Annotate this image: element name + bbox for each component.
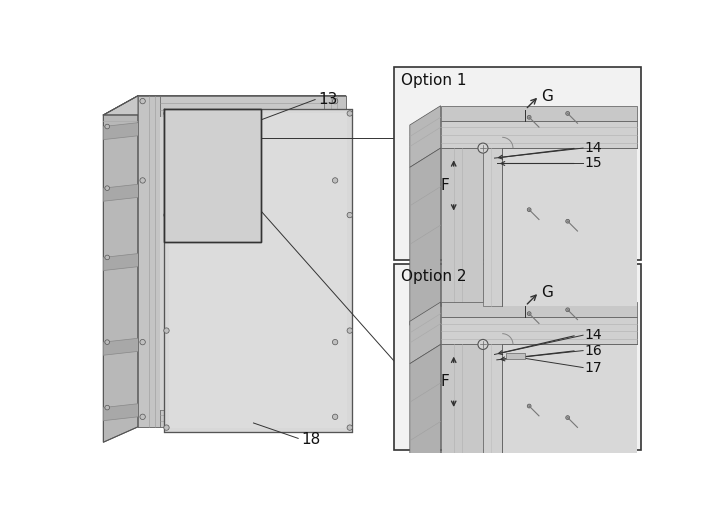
Text: 14: 14	[585, 328, 602, 342]
Text: F: F	[440, 374, 449, 389]
Circle shape	[566, 308, 570, 312]
Polygon shape	[483, 148, 503, 306]
Polygon shape	[104, 184, 138, 201]
Polygon shape	[410, 302, 441, 364]
Bar	[395, 264, 641, 450]
Polygon shape	[503, 345, 637, 496]
Circle shape	[478, 143, 488, 153]
Circle shape	[105, 255, 109, 260]
Text: 17: 17	[585, 360, 602, 375]
Polygon shape	[164, 109, 261, 242]
Text: 14: 14	[585, 141, 602, 155]
Circle shape	[566, 219, 570, 223]
Text: F: F	[440, 178, 449, 192]
Text: 18: 18	[301, 433, 320, 447]
Polygon shape	[138, 96, 346, 427]
Polygon shape	[138, 96, 160, 427]
Polygon shape	[168, 114, 348, 428]
Circle shape	[105, 186, 109, 190]
Polygon shape	[503, 148, 637, 306]
Circle shape	[333, 178, 338, 183]
Polygon shape	[104, 96, 138, 442]
Polygon shape	[441, 345, 483, 496]
Circle shape	[333, 414, 338, 419]
Polygon shape	[441, 318, 637, 345]
Circle shape	[140, 414, 145, 419]
Circle shape	[105, 124, 109, 129]
Circle shape	[140, 178, 145, 183]
Circle shape	[347, 111, 353, 116]
Polygon shape	[441, 106, 637, 121]
Circle shape	[527, 404, 531, 408]
Text: G: G	[541, 89, 552, 104]
Text: 16: 16	[585, 344, 603, 358]
Polygon shape	[104, 96, 346, 115]
Circle shape	[566, 111, 570, 116]
Circle shape	[140, 98, 145, 104]
Circle shape	[163, 328, 169, 333]
Circle shape	[347, 212, 353, 218]
Circle shape	[566, 416, 570, 419]
Polygon shape	[441, 148, 483, 306]
Polygon shape	[483, 345, 503, 496]
Text: 13: 13	[318, 92, 338, 107]
Circle shape	[527, 312, 531, 316]
Circle shape	[163, 212, 169, 218]
Polygon shape	[410, 148, 441, 325]
Polygon shape	[410, 106, 441, 167]
Bar	[395, 67, 641, 260]
Circle shape	[333, 340, 338, 345]
Polygon shape	[441, 121, 637, 148]
Text: Option 2: Option 2	[400, 269, 466, 284]
Polygon shape	[104, 404, 138, 420]
Circle shape	[347, 425, 353, 430]
Polygon shape	[104, 338, 138, 355]
Polygon shape	[160, 410, 324, 427]
Text: Option 1: Option 1	[400, 73, 466, 88]
Circle shape	[347, 328, 353, 333]
Circle shape	[140, 340, 145, 345]
Circle shape	[105, 405, 109, 410]
Polygon shape	[160, 96, 324, 117]
Polygon shape	[104, 253, 138, 270]
Polygon shape	[324, 96, 346, 427]
Polygon shape	[506, 353, 526, 359]
Circle shape	[163, 425, 169, 430]
Circle shape	[527, 116, 531, 119]
Polygon shape	[160, 117, 324, 410]
Polygon shape	[410, 345, 441, 509]
Text: 15: 15	[585, 156, 602, 171]
Text: G: G	[541, 286, 552, 300]
Polygon shape	[164, 109, 352, 432]
Circle shape	[478, 340, 488, 350]
Circle shape	[105, 340, 109, 345]
Polygon shape	[441, 302, 637, 318]
Circle shape	[333, 98, 338, 104]
Circle shape	[163, 111, 169, 116]
Polygon shape	[104, 123, 138, 139]
Circle shape	[527, 208, 531, 212]
